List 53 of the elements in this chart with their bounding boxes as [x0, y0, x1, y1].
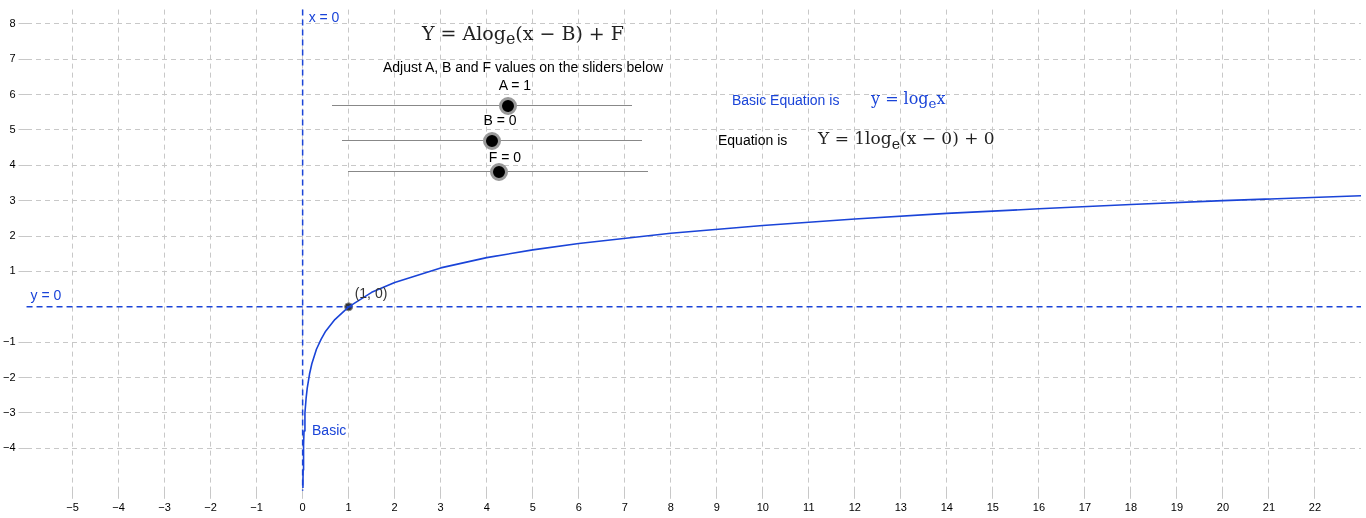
x-tick-label: 5 [529, 501, 536, 514]
y-tick-label: −2 [2, 370, 16, 383]
x-tick-label: −5 [66, 501, 79, 514]
x-tick-label: 15 [986, 501, 999, 514]
x-tick-label: 17 [1078, 501, 1092, 514]
x-tick-label: 12 [848, 501, 861, 514]
y-tick-label: 6 [9, 87, 16, 100]
x-tick-label: 14 [940, 501, 953, 514]
x-tick-label: 10 [756, 501, 769, 514]
x-tick-label: 13 [894, 501, 907, 514]
x-tick-label: 16 [1032, 501, 1046, 514]
x-tick-label: −4 [112, 501, 125, 514]
y-tick-label: 5 [9, 122, 16, 135]
annotation: Basic Equation is [732, 92, 840, 108]
y-tick-label: 3 [9, 193, 16, 206]
x-tick-label: 2 [391, 501, 398, 514]
x-tick-label: 4 [483, 501, 490, 514]
annotation: B = 0 [483, 112, 517, 128]
x-tick-label: 21 [1262, 501, 1276, 514]
x-tick-label: 8 [667, 501, 674, 514]
annotation: (1, 0) [354, 284, 388, 301]
x-tick-label: −1 [250, 501, 263, 514]
x-tick-label: 7 [621, 501, 628, 514]
x-tick-label: 6 [575, 501, 582, 514]
x-tick-label: 9 [713, 501, 720, 514]
annotation: Y = 1log$_{e}$(x − 0) + 0 [818, 128, 995, 152]
x-tick-label: 11 [803, 501, 815, 514]
annotation: Y = Alog$_{e}$(x − B) + F [421, 21, 625, 49]
annotation: Equation is [718, 132, 788, 148]
series-label: Basic [312, 421, 347, 438]
annotation: F = 0 [488, 149, 522, 165]
x-tick-label: −3 [158, 501, 171, 514]
y-tick-label: 4 [9, 158, 16, 171]
x-tick-label: 0 [299, 501, 306, 514]
x-tick-label: 18 [1124, 501, 1138, 514]
y-tick-label: −3 [2, 405, 16, 418]
y-tick-label: −1 [2, 335, 16, 348]
y-tick-label: 1 [9, 264, 16, 277]
annotation: Adjust A, B and F values on the sliders below [382, 59, 664, 75]
annotation: A = 1 [498, 77, 532, 93]
x-tick-label: −2 [204, 501, 217, 514]
y-tick-label: 2 [9, 229, 16, 242]
y-tick-label: 7 [9, 52, 16, 65]
ref-line-label: y = 0 [30, 286, 62, 303]
x-tick-label: 3 [437, 501, 444, 514]
y-tick-label: −4 [2, 441, 16, 454]
annotation: y = log$_{e}$x [871, 88, 946, 112]
y-tick-label: 8 [9, 16, 16, 29]
x-tick-label: 20 [1216, 501, 1230, 514]
x-tick-label: 1 [345, 501, 352, 514]
x-tick-label: 22 [1308, 501, 1322, 514]
ref-line-label: x = 0 [308, 9, 340, 26]
x-tick-label: 19 [1170, 501, 1184, 514]
